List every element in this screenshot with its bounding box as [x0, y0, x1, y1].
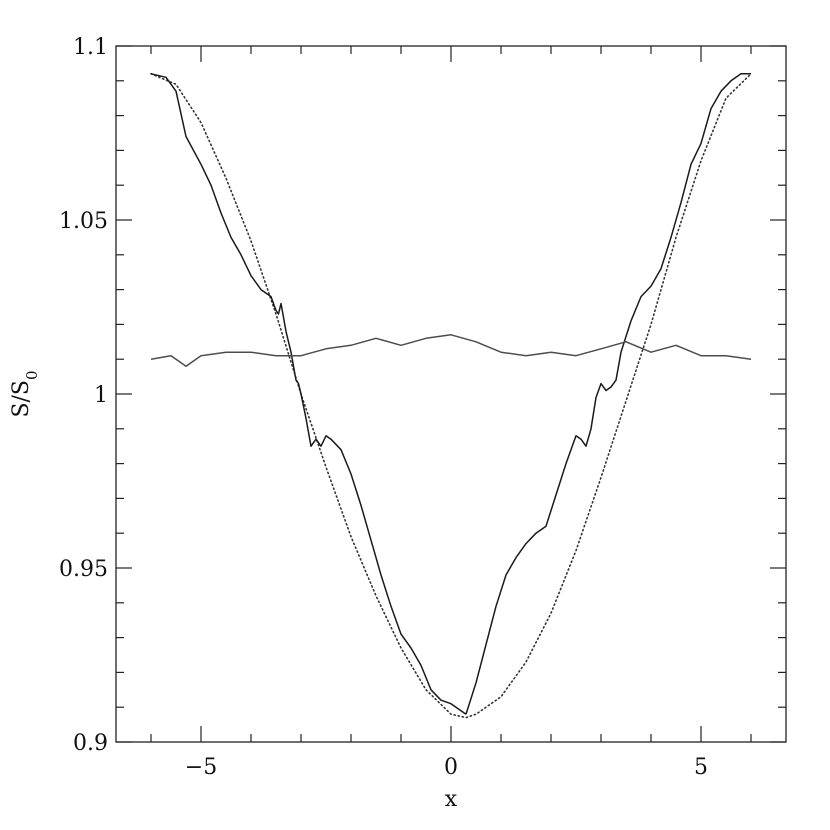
y-tick-label: 1.1: [73, 35, 108, 60]
x-tick-label: 5: [694, 755, 708, 780]
series-line-dotted: [150, 73, 752, 719]
plot-frame: [115, 45, 787, 743]
series-line-solid: [150, 73, 467, 715]
series-line-solid: [150, 334, 752, 367]
y-tick-label: 1.05: [59, 209, 108, 234]
x-axis-title: x: [445, 787, 458, 812]
axis-ticks: [116, 45, 786, 743]
x-tick-label: −5: [185, 755, 217, 780]
y-axis-title-main: S/S: [9, 380, 34, 418]
x-tick-label: 0: [444, 755, 458, 780]
y-tick-label: 1: [94, 383, 108, 408]
series-group: [150, 73, 752, 719]
y-axis-title-subscript: 0: [23, 370, 41, 380]
tick-labels: −5 0 5 0.9 0.95 1 1.05 1.1: [59, 35, 708, 780]
y-tick-label: 0.95: [59, 557, 108, 582]
y-tick-label: 0.9: [73, 731, 108, 756]
y-axis-title: S/S0: [9, 370, 41, 417]
series-line-solid: [465, 73, 751, 715]
